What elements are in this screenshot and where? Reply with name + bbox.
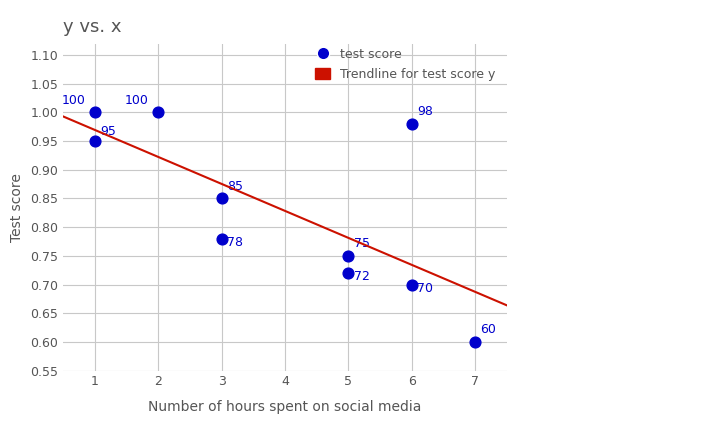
- Point: [470, 338, 481, 345]
- X-axis label: Number of hours spent on social media: Number of hours spent on social media: [149, 399, 422, 414]
- Point: [406, 120, 417, 127]
- Point: [216, 195, 227, 202]
- Point: [89, 138, 101, 145]
- Point: [89, 109, 101, 116]
- Text: 60: 60: [480, 323, 496, 336]
- Text: 70: 70: [417, 282, 433, 295]
- Y-axis label: Test score: Test score: [10, 173, 23, 242]
- Text: 100: 100: [62, 94, 86, 107]
- Point: [153, 109, 164, 116]
- Point: [343, 252, 354, 259]
- Text: 95: 95: [100, 125, 116, 138]
- Point: [343, 269, 354, 276]
- Text: 75: 75: [353, 237, 370, 250]
- Text: 100: 100: [125, 94, 149, 107]
- Point: [216, 235, 227, 242]
- Text: 78: 78: [227, 236, 243, 249]
- Text: y vs. x: y vs. x: [63, 18, 122, 37]
- Text: 72: 72: [353, 270, 370, 283]
- Point: [406, 281, 417, 288]
- Text: 98: 98: [417, 105, 433, 118]
- Text: 85: 85: [227, 180, 243, 193]
- Legend: test score, Trendline for test score y: test score, Trendline for test score y: [310, 43, 501, 85]
